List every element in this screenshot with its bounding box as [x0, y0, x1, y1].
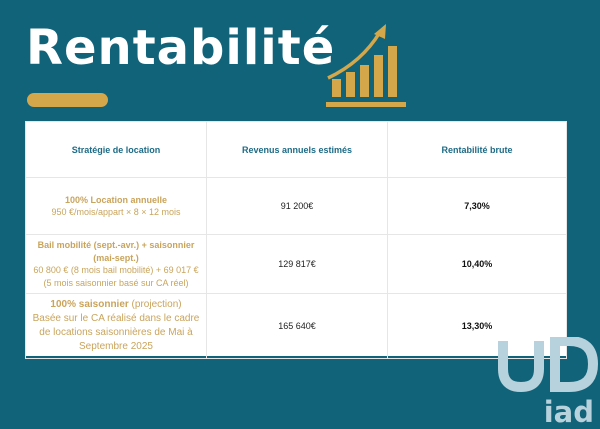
- revenue-cell: 165 640€: [206, 293, 388, 359]
- yield-cell: 7,30%: [387, 177, 567, 235]
- title-accent-bar: [27, 93, 108, 107]
- strategy-detail: 950 €/mois/appart × 8 × 12 mois: [51, 207, 181, 217]
- table-row: 100% saisonnier (projection) Basée sur l…: [25, 293, 567, 359]
- table-header-row: Stratégie de location Revenus annuels es…: [25, 121, 567, 178]
- strategy-title: 100% saisonnier: [50, 299, 129, 310]
- profitability-table: Stratégie de location Revenus annuels es…: [25, 121, 567, 359]
- column-header-revenue: Revenus annuels estimés: [206, 121, 388, 178]
- page-title: Rentabilité: [26, 20, 336, 76]
- iad-logo-text: iad: [543, 395, 594, 429]
- strategy-cell: 100% Location annuelle 950 €/mois/appart…: [25, 177, 207, 235]
- table-row: Bail mobilité (sept.-avr.) + saisonnier …: [25, 234, 567, 294]
- table-row: 100% Location annuelle 950 €/mois/appart…: [25, 177, 567, 235]
- strategy-title: 100% Location annuelle: [64, 194, 168, 205]
- iad-logo-mark-icon: [498, 337, 599, 393]
- strategy-cell: 100% saisonnier (projection) Basée sur l…: [25, 293, 207, 359]
- strategy-title-suffix: (projection): [128, 299, 182, 310]
- strategy-title: Bail mobilité (sept.-avr.) + saisonnier …: [37, 240, 195, 263]
- strategy-cell: Bail mobilité (sept.-avr.) + saisonnier …: [25, 234, 207, 294]
- strategy-detail: 60 800 € (8 mois bail mobilité) + 69 017…: [33, 265, 199, 288]
- column-header-yield: Rentabilité brute: [387, 121, 567, 178]
- iad-logo: iad: [497, 337, 600, 429]
- revenue-cell: 129 817€: [206, 234, 388, 294]
- column-header-strategy: Stratégie de location: [25, 121, 207, 178]
- profitability-table-card: Stratégie de location Revenus annuels es…: [25, 121, 567, 359]
- strategy-detail: Basée sur le CA réalisé dans le cadre de…: [32, 313, 200, 352]
- yield-cell: 10,40%: [387, 234, 567, 294]
- growth-chart-icon: [326, 24, 406, 107]
- revenue-cell: 91 200€: [206, 177, 388, 235]
